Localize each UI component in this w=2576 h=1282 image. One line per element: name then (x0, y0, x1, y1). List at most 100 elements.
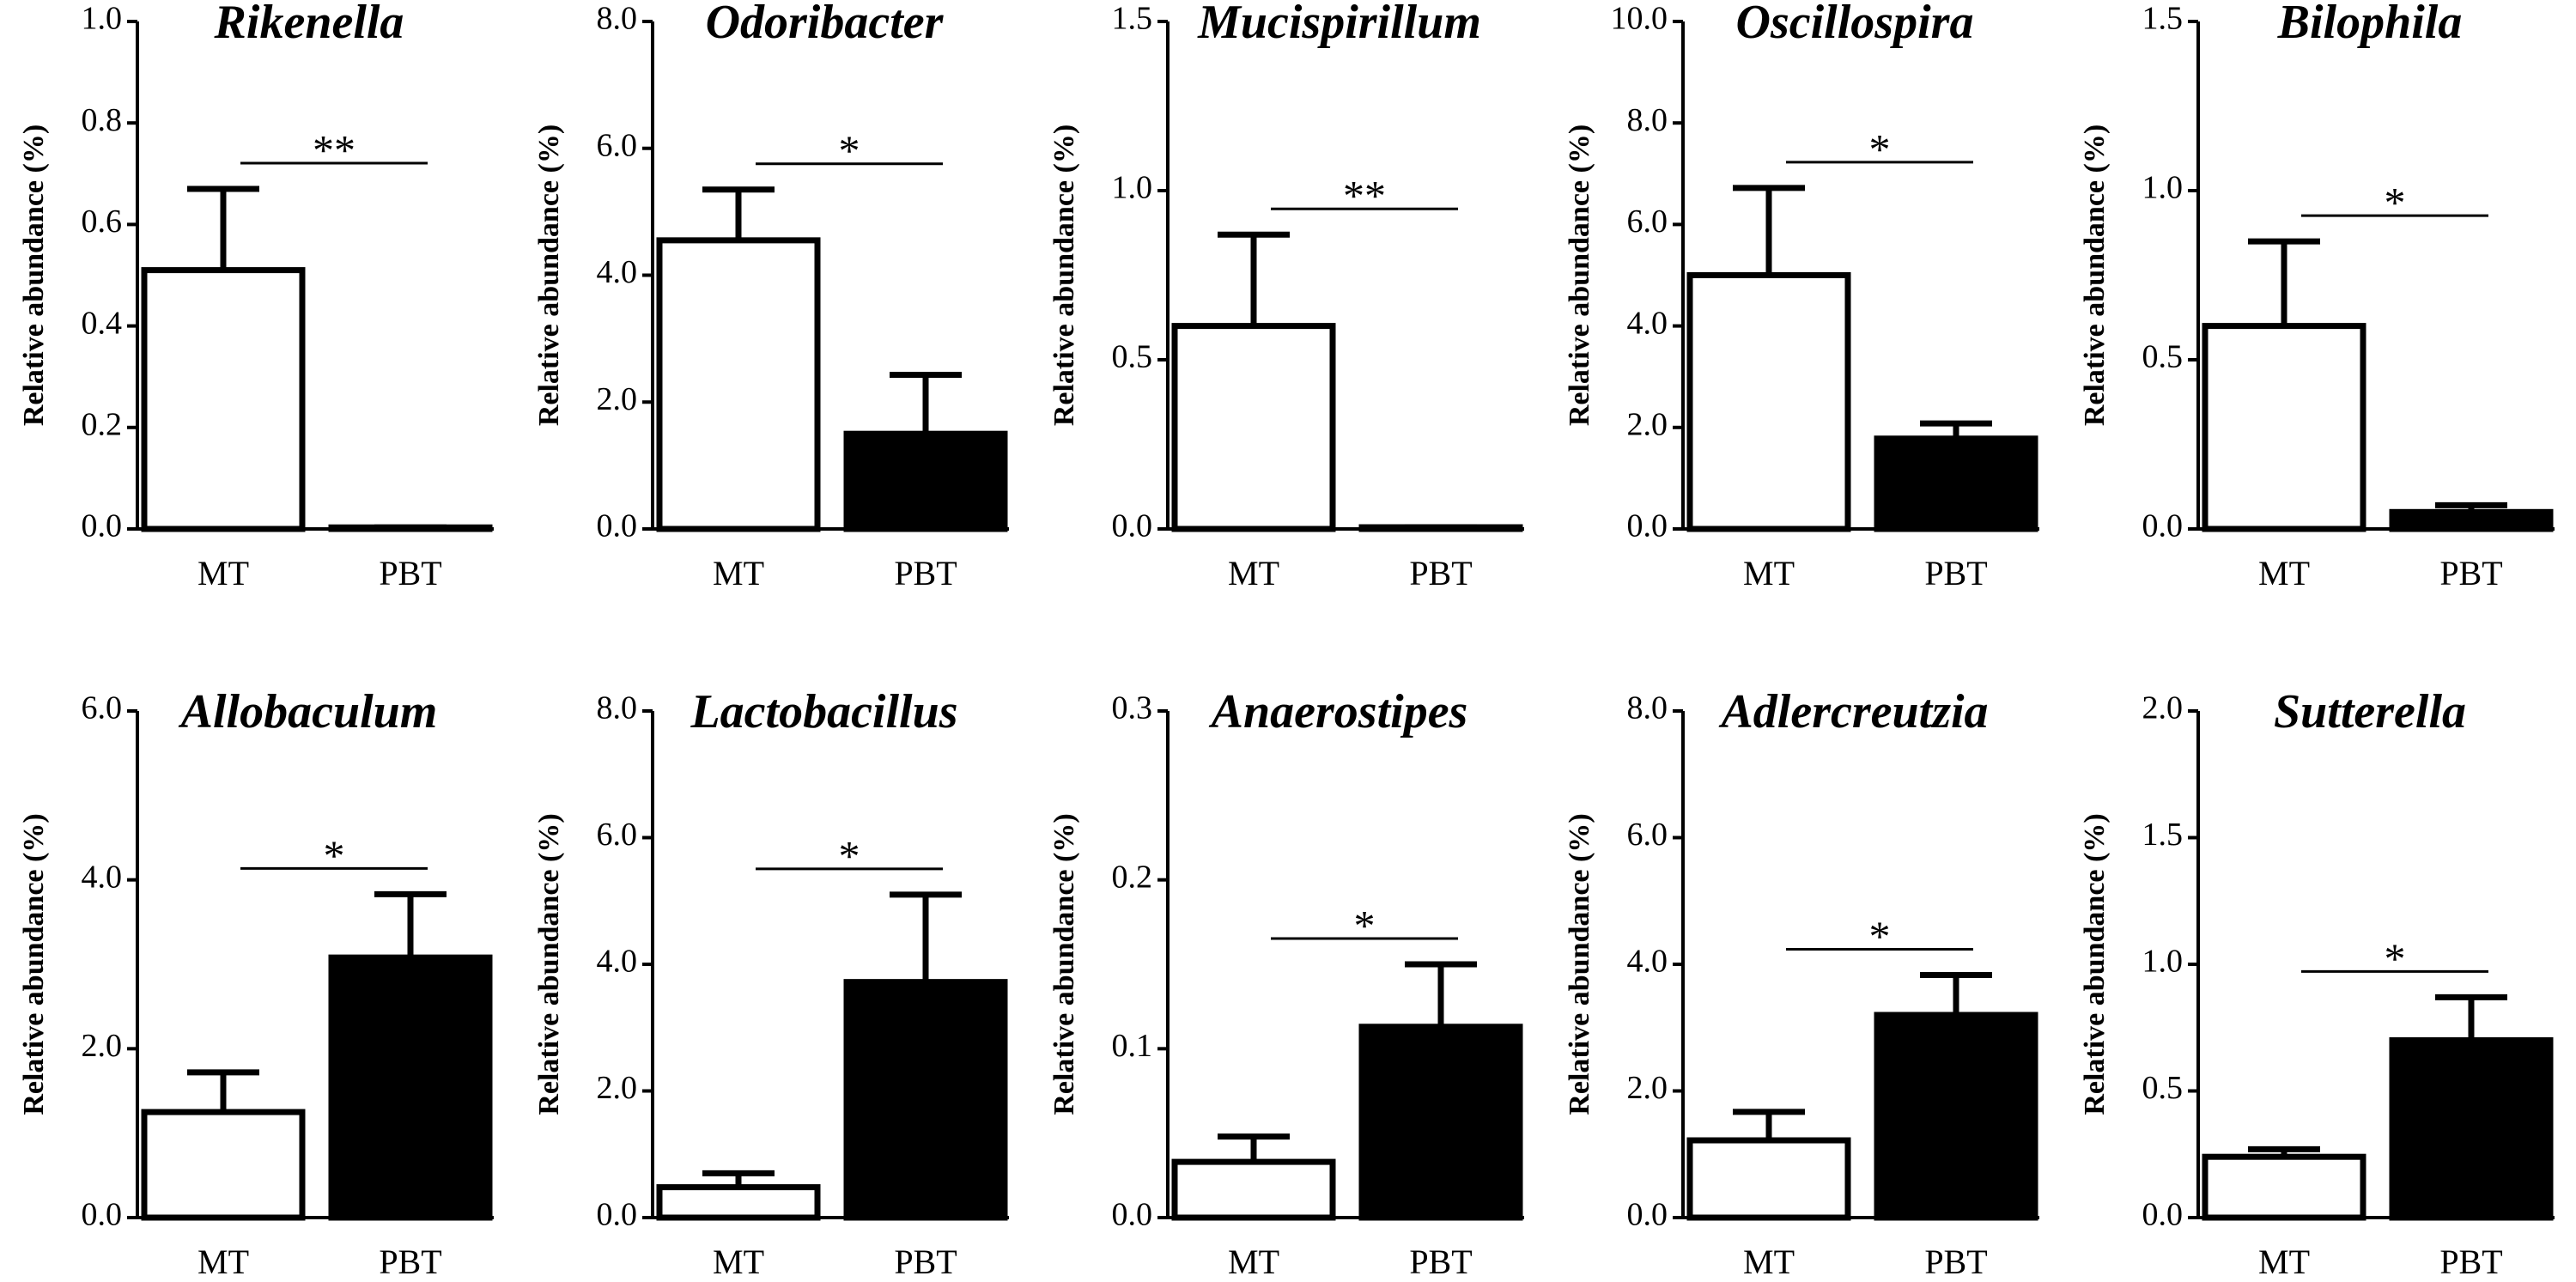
chart-title: Adlercreutzia (1718, 685, 1988, 738)
chart-title: Allobaculum (179, 685, 438, 738)
y-axis-label: Relative abundance (%) (533, 813, 565, 1115)
x-tick-label: PBT (2439, 554, 2502, 592)
y-tick-label: 0.5 (2142, 1070, 2184, 1106)
significance-label: * (1869, 912, 1891, 960)
significance-label: * (839, 831, 860, 879)
significance-label: * (2385, 179, 2406, 227)
bar (2202, 1153, 2366, 1221)
x-tick-label: MT (2258, 1243, 2310, 1281)
bar (2389, 508, 2554, 532)
panel: Bilophila Relative abundance (%) 0.0 0.5 1.0… (2079, 0, 2555, 592)
y-tick-label: 0.0 (1112, 1197, 1153, 1233)
y-tick-label: 0.1 (1112, 1028, 1153, 1064)
y-tick-label: 6.0 (82, 690, 123, 726)
bar (141, 1109, 306, 1221)
x-tick-label: PBT (1409, 1243, 1472, 1281)
y-tick-label: 2.0 (1627, 407, 1668, 443)
y-tick-label: 0.0 (597, 508, 638, 544)
bar (656, 1184, 821, 1221)
y-tick-label: 1.0 (2142, 170, 2184, 206)
bar (141, 267, 306, 532)
panel: Adlercreutzia Relative abundance (%) 0.0 2.… (1564, 685, 2039, 1281)
y-tick-label: 6.0 (597, 127, 638, 163)
panel: Oscillospira Relative abundance (%) 0.0 2.0… (1564, 0, 2039, 592)
y-tick-label: 8.0 (1627, 690, 1668, 726)
y-axis-label: Relative abundance (%) (18, 813, 50, 1115)
y-tick-label: 1.5 (2142, 817, 2184, 853)
panel: Rikenella Relative abundance (%) 0.0 0.2 0.4… (18, 0, 494, 592)
y-tick-label: 0.6 (82, 204, 123, 240)
y-tick-label: 0.0 (2142, 1197, 2184, 1233)
bar (1358, 524, 1523, 532)
y-tick-label: 0.0 (2142, 508, 2184, 544)
bar (1874, 1012, 2038, 1221)
bar (1171, 1158, 1336, 1221)
y-tick-label: 4.0 (597, 944, 638, 980)
y-tick-label: 8.0 (597, 1, 638, 37)
significance-label: * (324, 831, 345, 879)
x-tick-label: PBT (1409, 554, 1472, 592)
significance-label: ** (313, 125, 355, 173)
y-tick-label: 0.0 (82, 1197, 123, 1233)
y-tick-label: 1.5 (2142, 1, 2184, 37)
y-tick-label: 6.0 (597, 817, 638, 853)
y-tick-label: 1.5 (1112, 1, 1153, 37)
bar (1874, 435, 2038, 532)
bar (328, 954, 493, 1221)
bar (1686, 1137, 1851, 1221)
chart-title: Rikenella (214, 0, 404, 49)
x-tick-label: PBT (1924, 1243, 1987, 1281)
y-tick-label: 0.3 (1112, 690, 1153, 726)
y-tick-label: 0.0 (597, 1197, 638, 1233)
y-tick-label: 0.2 (1112, 859, 1153, 895)
significance-label: * (1869, 125, 1891, 173)
y-tick-label: 0.2 (82, 407, 123, 443)
x-tick-label: PBT (894, 554, 957, 592)
x-tick-label: MT (713, 1243, 764, 1281)
y-tick-label: 0.5 (1112, 339, 1153, 375)
y-tick-label: 6.0 (1627, 817, 1668, 853)
y-tick-label: 2.0 (1627, 1070, 1668, 1106)
y-tick-label: 0.0 (1627, 508, 1668, 544)
significance-label: * (2385, 934, 2406, 982)
y-tick-label: 0.5 (2142, 339, 2184, 375)
x-tick-label: PBT (379, 1243, 441, 1281)
x-tick-label: PBT (894, 1243, 957, 1281)
y-tick-label: 2.0 (597, 381, 638, 417)
bar (656, 237, 821, 532)
y-tick-label: 2.0 (597, 1070, 638, 1106)
y-tick-label: 1.0 (82, 1, 123, 37)
y-tick-label: 1.0 (1112, 170, 1153, 206)
bar (843, 430, 1008, 532)
x-tick-label: MT (1228, 554, 1279, 592)
y-tick-label: 8.0 (597, 690, 638, 726)
y-axis-label: Relative abundance (%) (533, 125, 565, 426)
x-tick-label: MT (1228, 1243, 1279, 1281)
chart-title: Lactobacillus (690, 685, 957, 738)
y-tick-label: 4.0 (1627, 944, 1668, 980)
x-tick-label: PBT (2439, 1243, 2502, 1281)
y-tick-label: 0.8 (82, 102, 123, 138)
chart-title: Sutterella (2274, 685, 2466, 738)
y-axis-label: Relative abundance (%) (1564, 813, 1595, 1115)
bar (1358, 1024, 1523, 1221)
panel: Mucispirillum Relative abundance (%) 0.0 0.… (1048, 0, 1524, 592)
y-tick-label: 0.0 (82, 508, 123, 544)
y-tick-label: 2.0 (82, 1028, 123, 1064)
y-axis-label: Relative abundance (%) (1564, 125, 1595, 426)
y-tick-label: 6.0 (1627, 204, 1668, 240)
panel: Sutterella Relative abundance (%) 0.0 0.5 1.… (2079, 685, 2555, 1281)
significance-label: * (1354, 901, 1376, 949)
y-tick-label: 4.0 (597, 254, 638, 290)
panel: Anaerostipes Relative abundance (%) 0.0 0.1… (1048, 685, 1524, 1281)
y-tick-label: 4.0 (1627, 305, 1668, 341)
x-tick-label: MT (713, 554, 764, 592)
y-tick-label: 0.0 (1112, 508, 1153, 544)
bar (1171, 323, 1336, 532)
chart-title: Mucispirillum (1197, 0, 1481, 49)
panel: Allobaculum Relative abundance (%) 0.0 2.0 4… (18, 685, 494, 1281)
x-tick-label: MT (1743, 554, 1795, 592)
y-tick-label: 1.0 (2142, 944, 2184, 980)
x-tick-label: MT (197, 554, 249, 592)
